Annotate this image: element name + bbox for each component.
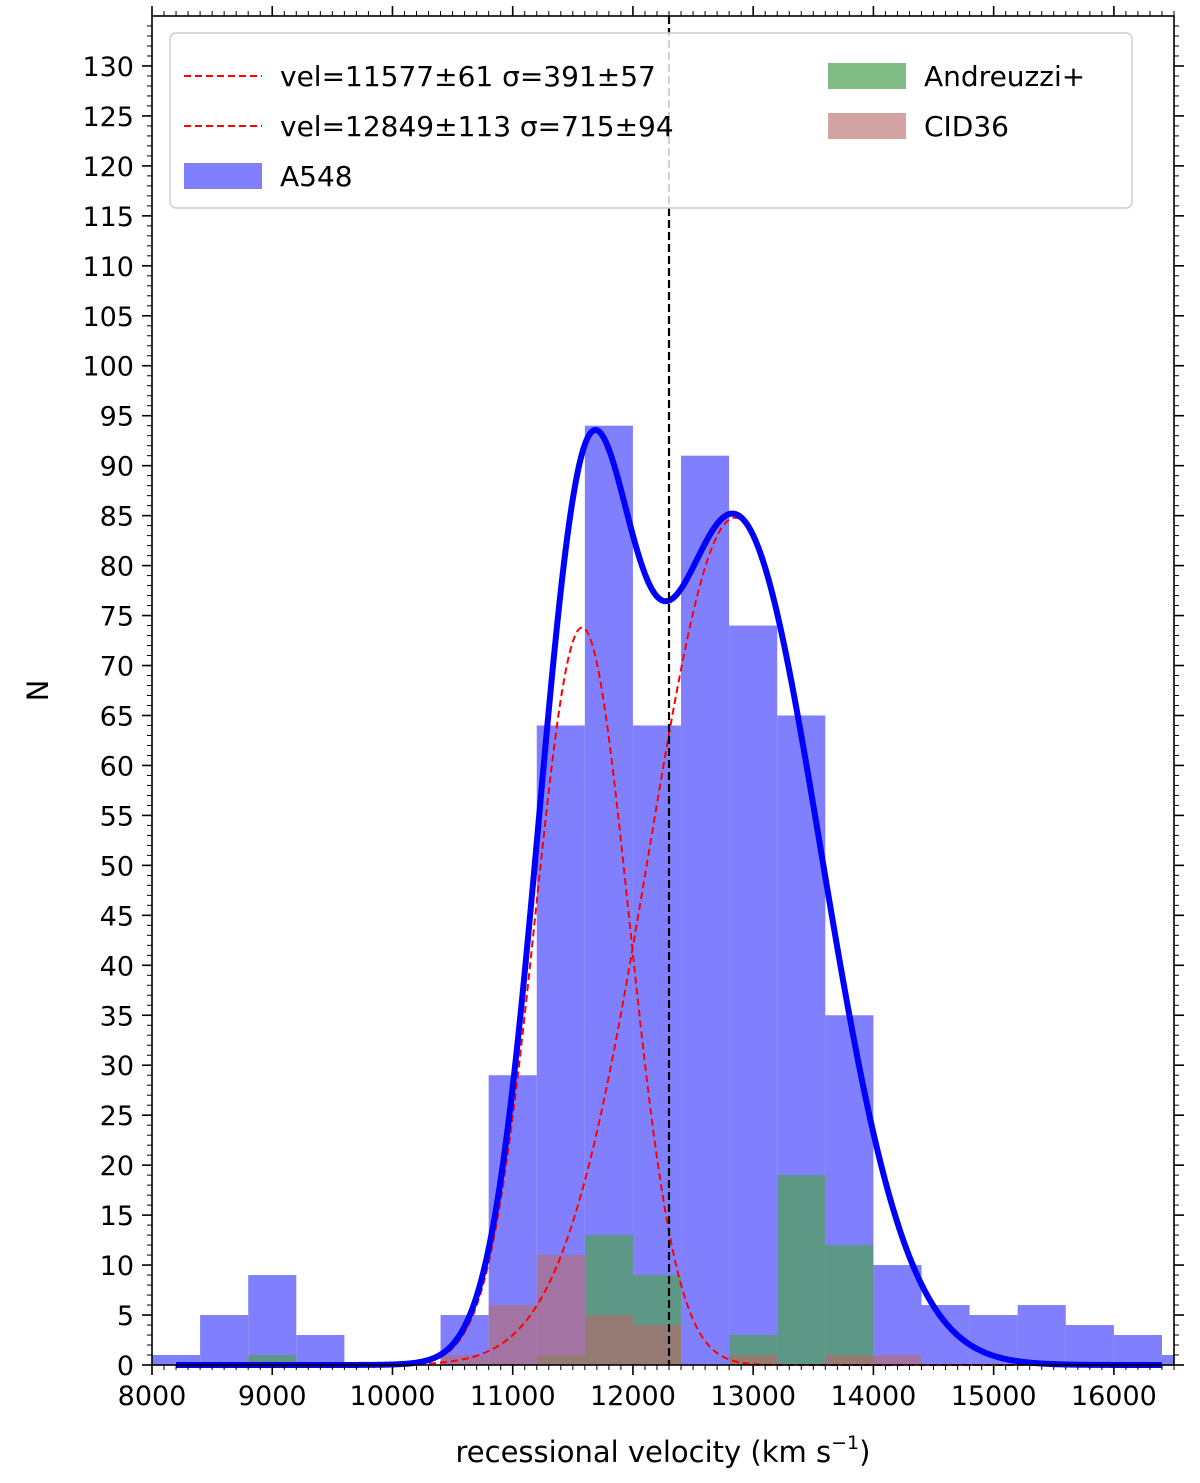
y-axis-label: N (21, 680, 55, 702)
histogram-bar (632, 725, 682, 1365)
histogram-bar (248, 1275, 297, 1365)
y-tick-label: 5 (117, 1301, 134, 1332)
x-tick-label: 10000 (350, 1381, 436, 1412)
legend-entry-label: Andreuzzi+ (924, 60, 1085, 93)
histogram-bar (200, 1315, 249, 1365)
histogram-bar (681, 455, 730, 1365)
legend-entry-label: vel=12849±113 σ=715±94 (280, 110, 674, 143)
y-tick-label: 120 (82, 152, 134, 183)
y-tick-label: 125 (82, 102, 134, 133)
histogram-bar (632, 1325, 682, 1365)
y-tick-label: 45 (100, 901, 134, 932)
histogram-bar (1161, 1355, 1174, 1365)
x-tick-label: 15000 (951, 1381, 1037, 1412)
y-tick-label: 50 (100, 851, 134, 882)
y-tick-label: 10 (100, 1251, 134, 1282)
y-tick-label: 60 (100, 751, 134, 782)
x-tick-label: 9000 (238, 1381, 307, 1412)
x-tick-label: 13000 (710, 1381, 796, 1412)
y-tick-label: 90 (100, 452, 134, 483)
histogram-bar (584, 425, 633, 1365)
histogram-bar (248, 1355, 297, 1365)
legend-entry-label: A548 (280, 160, 353, 193)
histogram-bar (1017, 1305, 1066, 1365)
histogram-bar (777, 1175, 826, 1365)
y-tick-label: 100 (82, 352, 134, 383)
y-tick-label: 35 (100, 1001, 134, 1032)
y-tick-label: 95 (100, 402, 134, 433)
histogram-bar (536, 1255, 585, 1365)
y-tick-label: 25 (100, 1101, 134, 1132)
histogram-bar (1065, 1325, 1114, 1365)
y-tick-label: 0 (117, 1351, 134, 1382)
y-tick-label: 105 (82, 302, 134, 333)
y-tick-label: 20 (100, 1151, 134, 1182)
cid36-histogram (440, 1255, 922, 1365)
y-tick-label: 115 (82, 202, 134, 233)
histogram-bar (440, 1355, 489, 1365)
legend-patch-swatch (828, 63, 906, 89)
histogram-bar (729, 1355, 778, 1365)
legend-patch-swatch (828, 113, 906, 139)
histogram-bar (873, 1355, 922, 1365)
y-tick-label: 15 (100, 1201, 134, 1232)
y-tick-label: 70 (100, 652, 134, 683)
histogram-bar (873, 1265, 922, 1365)
y-tick-label: 75 (100, 602, 134, 633)
legend-patch-swatch (184, 163, 262, 189)
plot-axes: 8000 9000 10000 11000 12000 13000 14000 15000 16… (21, 6, 1184, 1469)
plot-frame (151, 15, 1175, 1366)
histogram-bar (729, 625, 778, 1365)
x-tick-label: 11000 (470, 1381, 556, 1412)
x-tick-label: 16000 (1071, 1381, 1157, 1412)
y-tick-label: 30 (100, 1051, 134, 1082)
x-tick-label: 8000 (118, 1381, 187, 1412)
y-tick-label: 65 (100, 701, 134, 732)
x-tick-label: 14000 (830, 1381, 916, 1412)
y-tick-label: 40 (100, 951, 134, 982)
histogram-bar (825, 1245, 874, 1365)
histogram-bar (584, 1315, 633, 1365)
y-tick-label: 110 (82, 252, 134, 283)
legend-entry-label: CID36 (924, 110, 1009, 143)
histogram-bar (152, 1355, 201, 1365)
histogram-bar (921, 1305, 970, 1365)
y-tick-label: 130 (82, 52, 134, 83)
legend: vel=11577±61 σ=391±57 vel=12849±113 σ=715… (169, 32, 1133, 209)
x-axis-label: recessional velocity (km s−1) (456, 1432, 871, 1469)
a548-histogram (152, 425, 1174, 1365)
legend-entry-label: vel=11577±61 σ=391±57 (280, 60, 656, 93)
histogram-bar (825, 1355, 874, 1365)
y-tick-label: 55 (100, 801, 134, 832)
histogram-bar (1113, 1335, 1162, 1365)
y-tick-label: 80 (100, 552, 134, 583)
histogram-bar (296, 1335, 345, 1365)
y-tick-label: 85 (100, 502, 134, 533)
x-tick-label: 12000 (590, 1381, 676, 1412)
